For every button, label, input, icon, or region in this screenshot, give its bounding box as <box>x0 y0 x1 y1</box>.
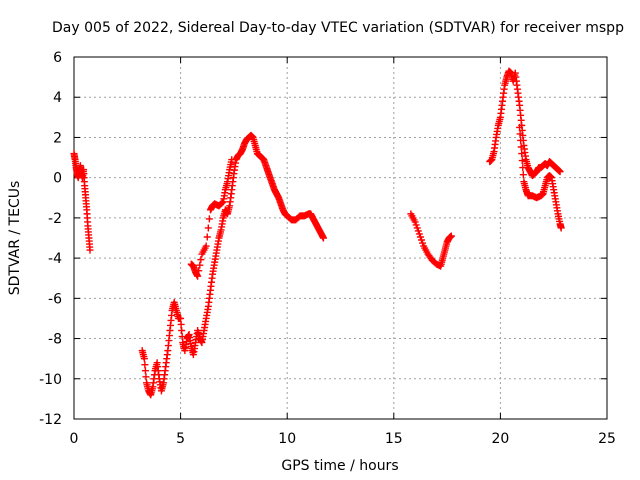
y-tick-label: -12 <box>39 412 62 428</box>
data-point <box>86 246 94 254</box>
data-point <box>519 164 527 172</box>
x-tick-label: 25 <box>598 431 616 447</box>
data-point <box>197 256 205 264</box>
data-point <box>194 272 202 280</box>
data-point <box>519 171 527 179</box>
data-point <box>517 136 525 144</box>
series-arc-2b <box>187 156 236 280</box>
series-arc-1 <box>70 150 94 254</box>
y-tick-label: -6 <box>48 291 62 307</box>
y-axis: -12 -10 -8 -6 -4 -2 0 2 4 6 <box>39 50 607 428</box>
data-point <box>557 224 565 232</box>
y-tick-label: 4 <box>53 90 62 106</box>
data-point <box>228 156 236 164</box>
y-tick-label: 0 <box>53 171 62 187</box>
x-tick-label: 10 <box>278 431 296 447</box>
y-tick-label: -10 <box>39 372 62 388</box>
data-series <box>70 67 565 399</box>
x-axis-label: GPS time / hours <box>281 458 398 474</box>
y-tick-label: 6 <box>53 50 62 66</box>
x-tick-label: 15 <box>385 431 403 447</box>
y-axis-label: SDTVAR / TECUs <box>7 181 23 296</box>
series-arc-2 <box>138 131 327 399</box>
data-point <box>516 130 524 138</box>
series-arc-4 <box>486 67 564 180</box>
y-tick-label: -2 <box>48 211 62 227</box>
data-point <box>140 355 148 363</box>
data-point <box>203 233 211 241</box>
y-tick-label: 2 <box>53 130 62 146</box>
data-point <box>319 234 327 242</box>
data-point <box>518 150 526 158</box>
data-point <box>556 168 564 176</box>
data-point <box>141 367 149 375</box>
data-point <box>178 327 186 335</box>
y-tick-label: -4 <box>48 251 62 267</box>
x-axis: 0 5 10 15 20 25 <box>70 57 616 447</box>
data-point <box>518 157 526 165</box>
data-point <box>517 143 525 151</box>
y-tick-label: -8 <box>48 332 62 348</box>
data-point <box>516 123 524 131</box>
series-arc-4b <box>516 123 565 232</box>
data-point <box>142 373 150 381</box>
x-tick-label: 5 <box>176 431 185 447</box>
data-point <box>205 215 213 223</box>
data-point <box>177 320 185 328</box>
data-point <box>195 267 203 275</box>
data-point <box>204 224 212 232</box>
data-point <box>177 314 185 322</box>
data-point <box>178 333 186 341</box>
data-point <box>218 199 226 207</box>
data-point <box>196 261 204 269</box>
series-arc-3 <box>407 210 455 270</box>
chart-title: Day 005 of 2022, Sidereal Day-to-day VTE… <box>52 20 624 36</box>
data-point <box>202 242 210 250</box>
plot-frame <box>73 56 608 420</box>
data-point <box>141 361 149 369</box>
x-tick-label: 20 <box>491 431 509 447</box>
x-tick-label: 0 <box>70 431 79 447</box>
grid-lines <box>74 57 607 419</box>
data-point <box>447 232 455 240</box>
